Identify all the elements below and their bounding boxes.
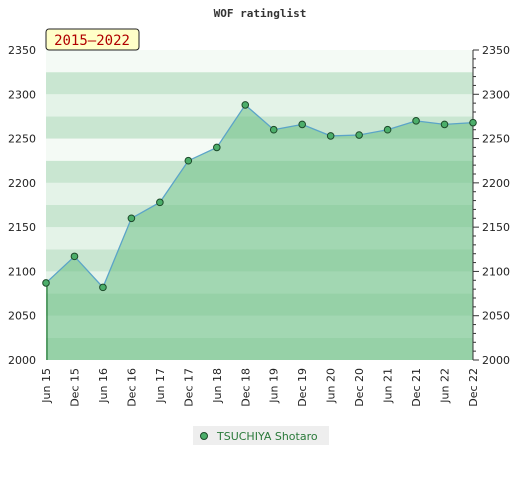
y-tick-label-left: 2050 [8, 310, 36, 323]
x-tick-label: Dec 16 [125, 368, 138, 407]
y-tick-label-right: 2200 [482, 177, 510, 190]
series-area-fill [46, 104, 473, 361]
y-tick-label-right: 2250 [482, 133, 510, 146]
x-tick-label: Jun 15 [40, 368, 53, 404]
data-point[interactable] [383, 125, 392, 134]
y-tick-label-left: 2100 [8, 265, 36, 278]
y-tick-label-right: 2050 [482, 310, 510, 323]
legend-marker [200, 432, 208, 440]
series-area [45, 103, 474, 361]
x-tick-label: Jun 16 [97, 368, 110, 404]
x-tick-label: Jun 17 [154, 368, 167, 404]
period-box: 2015–2022 [45, 28, 140, 51]
data-point[interactable] [213, 143, 221, 152]
y-tick-label-left: 2000 [8, 354, 36, 367]
x-tick-label: Jun 22 [439, 368, 452, 404]
legend[interactable]: TSUCHIYA Shotaro [193, 426, 329, 445]
data-point[interactable] [269, 125, 278, 134]
data-point[interactable] [184, 156, 193, 165]
data-point[interactable] [298, 120, 307, 129]
series-line [45, 103, 474, 289]
data-point[interactable] [241, 101, 250, 109]
x-tick-label: Dec 19 [296, 368, 309, 407]
grid-band [46, 94, 473, 117]
y-tick-label-left: 2200 [8, 177, 36, 190]
grid-band [46, 72, 473, 95]
x-tick-label: Dec 21 [410, 368, 423, 407]
period-label: 2015–2022 [54, 33, 130, 49]
x-tick-label: Jun 18 [211, 368, 224, 404]
y-tick-label-right: 2300 [482, 88, 510, 101]
data-point[interactable] [99, 283, 107, 292]
y-tick-label-left: 2300 [8, 88, 36, 101]
data-point[interactable] [326, 132, 335, 140]
y-tick-label-left: 2150 [8, 221, 36, 234]
y-tick-label-right: 2100 [482, 265, 510, 278]
x-tick-label: Dec 17 [182, 368, 195, 407]
x-tick-label: Jun 20 [325, 368, 338, 404]
grid-band [46, 50, 473, 73]
y-tick-label-right: 2150 [482, 221, 510, 234]
axes: 2000 2000 2050 2050 2100 2100 2150 2150 2200 2200… [8, 44, 510, 407]
x-tick-label: Jun 21 [382, 368, 395, 404]
legend-label: TSUCHIYA Shotaro [216, 430, 318, 443]
data-point[interactable] [42, 279, 50, 287]
x-tick-label: Dec 15 [68, 368, 81, 407]
x-tick-label: Dec 20 [353, 368, 366, 407]
y-tick-label-left: 2250 [8, 133, 36, 146]
data-point[interactable] [355, 131, 363, 139]
y-tick-label-left: 2350 [8, 44, 36, 57]
data-point[interactable] [469, 118, 477, 127]
data-point[interactable] [412, 117, 420, 125]
data-point[interactable] [156, 198, 164, 207]
x-tick-label: Dec 22 [467, 368, 480, 407]
data-point[interactable] [440, 120, 449, 129]
x-tick-label: Jun 19 [268, 368, 281, 404]
x-tick-label: Dec 18 [239, 368, 252, 407]
series-points [42, 101, 477, 292]
y-tick-label-right: 2350 [482, 44, 510, 57]
data-point[interactable] [127, 214, 136, 223]
y-tick-label-right: 2000 [482, 354, 510, 367]
chart-title: WOF ratinglist [214, 7, 307, 20]
data-point[interactable] [70, 252, 79, 261]
